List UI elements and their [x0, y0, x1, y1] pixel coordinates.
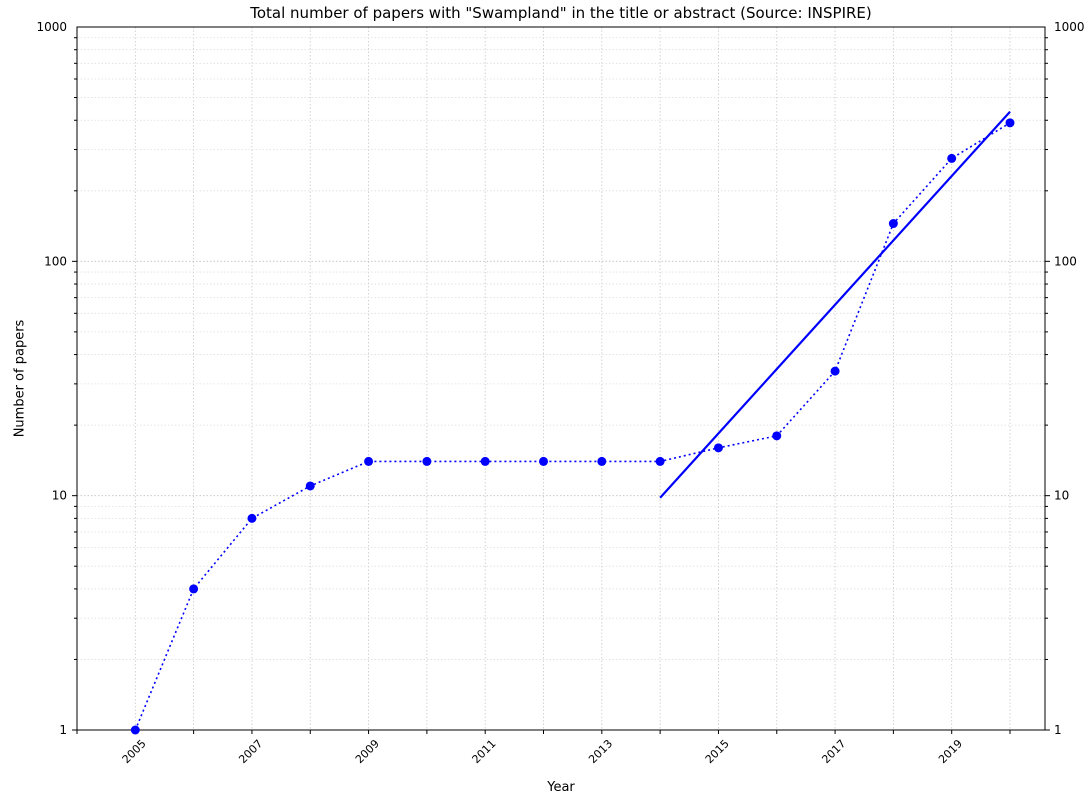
data-point: [305, 481, 315, 491]
y-right-tick-label: 100: [1054, 254, 1077, 268]
x-tick-label: 2005: [120, 737, 149, 766]
data-point: [888, 219, 898, 229]
y-tick-label: 10: [52, 489, 67, 503]
x-tick-label: 2009: [353, 737, 382, 766]
data-line: [134, 122, 1011, 731]
series: [130, 110, 1015, 735]
data-point: [772, 431, 782, 441]
data-point: [130, 725, 140, 735]
y-axis-label: Number of papers: [13, 319, 28, 437]
data-point: [655, 456, 665, 466]
y-right-tick-label: 1000: [1054, 20, 1085, 34]
fit-line: [659, 110, 1011, 499]
data-point: [830, 366, 840, 376]
x-tick-label: 2011: [470, 737, 499, 766]
data-point: [364, 456, 374, 466]
x-tick-label: 2015: [703, 737, 732, 766]
data-point: [422, 456, 432, 466]
x-tick-label: 2013: [586, 737, 615, 766]
data-point: [947, 153, 957, 163]
y-right-tick-label: 1: [1054, 723, 1062, 737]
data-point: [1005, 118, 1015, 128]
data-point: [597, 456, 607, 466]
data-point: [189, 584, 199, 594]
y-tick-label: 1000: [36, 20, 67, 34]
data-point: [539, 456, 549, 466]
x-axis-label: Year: [546, 780, 575, 795]
y-right-tick-label: 10: [1054, 489, 1069, 503]
data-point: [480, 456, 490, 466]
y-tick-label: 1: [59, 723, 67, 737]
grid: [76, 27, 1045, 731]
chart-title: Total number of papers with "Swampland" …: [249, 4, 872, 22]
y-tick-label: 100: [44, 254, 67, 268]
data-point: [713, 443, 723, 453]
plot-frame: [76, 26, 1046, 731]
x-tick-label: 2019: [936, 737, 965, 766]
x-tick-label: 2017: [819, 737, 848, 766]
data-point: [247, 513, 257, 523]
x-tick-label: 2007: [236, 737, 265, 766]
